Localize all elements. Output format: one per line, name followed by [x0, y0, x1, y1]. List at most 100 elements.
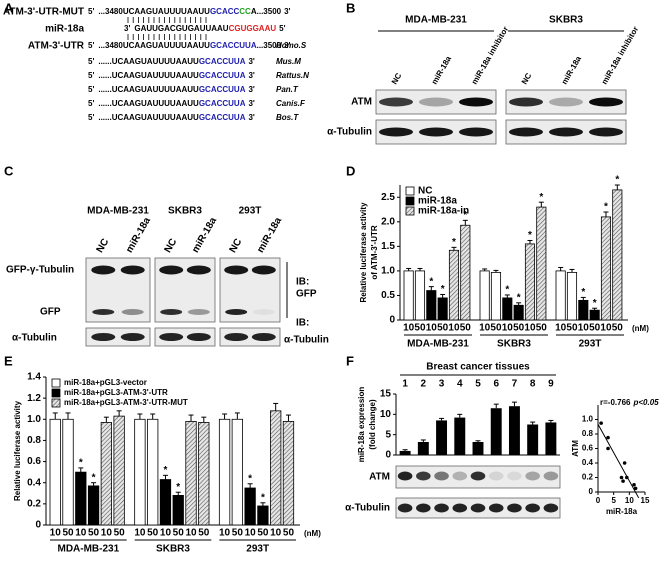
error-bar — [440, 293, 446, 298]
error-bar — [462, 219, 468, 226]
species: Rattus.N — [276, 71, 309, 80]
error-bar — [402, 449, 408, 451]
row-label: ATM — [369, 472, 390, 483]
bar — [536, 206, 547, 321]
panel-letter: A — [4, 0, 14, 15]
error-bar — [614, 184, 620, 190]
bar — [399, 450, 411, 455]
error-bar — [439, 417, 445, 421]
bar — [62, 418, 74, 526]
y-tick-label: 0.2 — [582, 473, 594, 482]
bar — [147, 418, 159, 526]
x-tick-label: 10 — [270, 528, 282, 539]
blot-band — [549, 97, 583, 107]
significance: * — [463, 210, 467, 221]
y-tick-label: 15 — [380, 389, 392, 400]
sequence: 5' ......UCAAGUAUUUUAAUUGCACCUUA 3' — [88, 113, 255, 122]
error-bar — [428, 286, 434, 291]
x-tick-label: 10 — [524, 323, 536, 334]
significance: * — [593, 298, 597, 309]
sequence: 5' ......UCAAGUAUUUUAAUUGCACCUUA 3' — [88, 71, 255, 80]
blot-band — [452, 503, 468, 513]
y-axis-title: miR-18a expression — [357, 387, 366, 463]
cell-line: SKBR3 — [549, 15, 583, 26]
row-label: GFP — [40, 307, 61, 318]
species: Canis.F — [276, 99, 306, 108]
x-tick-label: 3 — [439, 379, 445, 390]
error-bar — [457, 413, 463, 418]
panel-letter: D — [346, 163, 355, 178]
bar — [414, 270, 426, 321]
sequence-part: A...3500 — [251, 7, 282, 16]
error-bar — [511, 401, 517, 407]
x-tick-label: 50 — [589, 323, 601, 334]
point — [622, 461, 627, 465]
sequence-part: ......UCAAGUAUUUUAAUU — [98, 57, 199, 66]
error-bar — [592, 307, 598, 311]
bar — [218, 418, 231, 526]
legend-swatch — [405, 196, 415, 206]
lane-label: miR-18a inhibitor — [600, 25, 640, 86]
sequence-part: ......UCAAGUAUUUUAAUU — [98, 113, 199, 122]
bar — [436, 420, 448, 455]
panel-letter: E — [4, 353, 13, 368]
sequence-part: GCACCUUA — [199, 71, 246, 80]
y-tick-label: 1.0 — [27, 414, 41, 425]
panel-letter: C — [4, 163, 14, 178]
ib-label: α-Tubulin — [284, 335, 329, 346]
cell-line: SKBR3 — [168, 206, 202, 217]
bar — [448, 249, 460, 321]
y-tick-label: 0.4 — [582, 458, 594, 467]
x-tick-label: 10 — [185, 528, 197, 539]
bar — [513, 304, 524, 321]
x-tick-label: 50 — [566, 323, 578, 334]
x-tick-label: 10 — [448, 323, 460, 334]
point — [621, 479, 625, 483]
y-tick-label: 0 — [389, 315, 395, 326]
row-label: α-Tubulin — [12, 333, 57, 344]
sequence-part: GCACCUUA — [199, 57, 246, 66]
error-bar — [116, 410, 122, 417]
bar — [479, 270, 490, 321]
error-bar — [188, 414, 194, 422]
bar — [454, 417, 466, 455]
lane-label: miR-18a — [430, 54, 454, 86]
bar — [437, 297, 448, 321]
lane-label: NC — [163, 237, 180, 255]
sequence-end: 5' — [88, 57, 94, 66]
error-bar — [417, 267, 423, 271]
bar — [244, 487, 256, 526]
row-label: α-Tubulin — [327, 127, 372, 138]
blot-band — [434, 503, 449, 513]
error-bar — [516, 302, 522, 306]
lane-label: miR-18a — [560, 54, 584, 86]
y-axis-title: Relative luciferase activity — [359, 202, 368, 303]
bar — [403, 270, 414, 321]
sequence-end: 3' — [284, 7, 290, 16]
significance: * — [528, 230, 532, 241]
x-tick-label: 5 — [475, 379, 481, 390]
x-tick-label: 8 — [530, 379, 536, 390]
significance: * — [429, 276, 433, 287]
bar — [49, 418, 61, 526]
bar — [566, 271, 578, 321]
y-tick-label: 0.6 — [582, 444, 594, 453]
error-bar — [137, 413, 143, 420]
y-tick-label: 0.4 — [27, 477, 41, 488]
species: Homo.S — [276, 41, 307, 50]
x-tick-label: 4 — [457, 379, 463, 390]
species: Bos.T — [276, 113, 299, 122]
y-tick-label: 1.0 — [381, 266, 395, 277]
x-tick-label: 50 — [232, 528, 244, 539]
ib-label: GFP — [296, 289, 317, 300]
error-bar — [527, 239, 533, 244]
significance: * — [581, 287, 585, 298]
x-tick-label: 6 — [493, 379, 499, 390]
bar — [460, 224, 471, 321]
y-axis-title: ATM — [571, 440, 580, 457]
legend-swatch — [405, 186, 415, 196]
sequence-end: 5' — [88, 71, 94, 80]
blot-band — [543, 471, 559, 481]
significance: * — [615, 175, 619, 186]
bar — [270, 410, 282, 526]
